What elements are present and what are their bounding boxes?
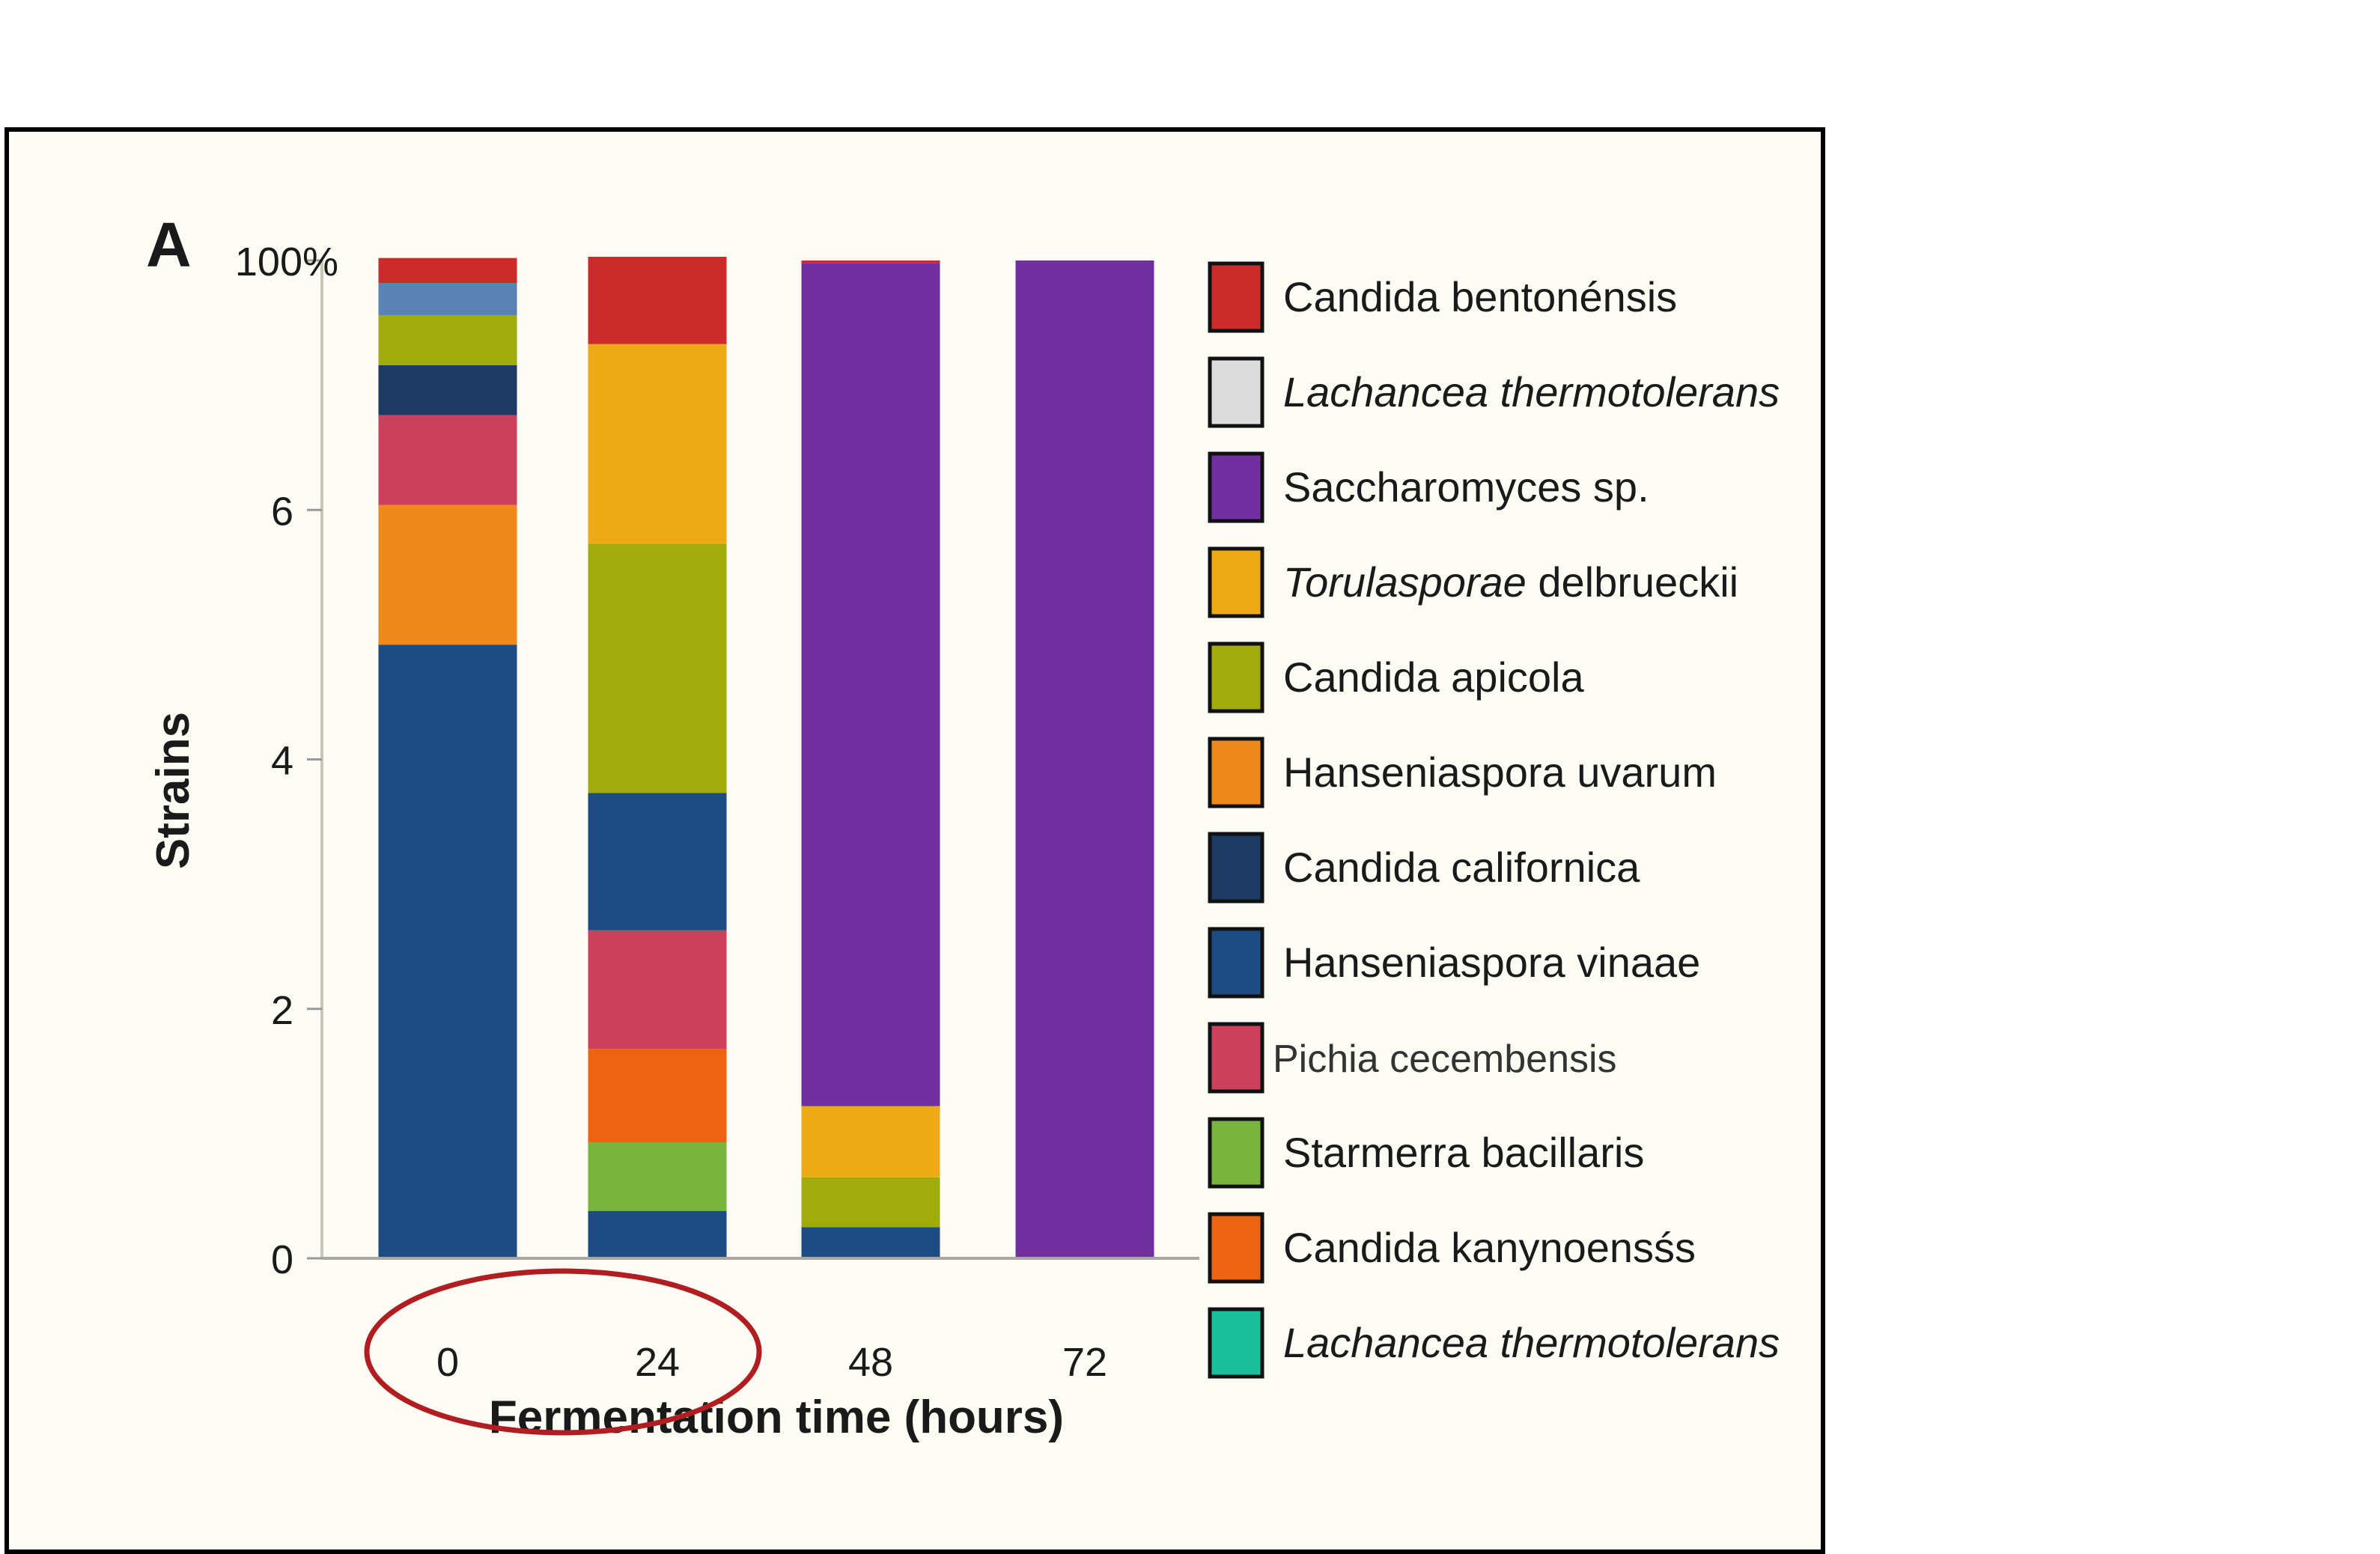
y-axis-title: Strains	[147, 712, 199, 869]
bars-group	[378, 257, 1154, 1258]
y-tick-label: 2	[271, 988, 293, 1033]
bar-segment-48-candida-apicola	[801, 1177, 940, 1228]
panel-label: A	[146, 210, 192, 280]
bar-segment-0-pichia-cecembensis	[378, 415, 517, 505]
bar-segment-0-candida-benton-nsis	[378, 258, 517, 283]
legend-swatch	[1208, 1307, 1264, 1379]
legend-label: Lachancea thermotolerans	[1283, 1319, 1780, 1366]
bar-segment-48-hanseniaspora-vinaae	[801, 1227, 940, 1258]
legend-label: Torulasporae delbrueckii	[1283, 558, 1738, 606]
bar-segment-0-hanseniaspora-vinaae-light-	[378, 282, 517, 316]
legend-label: Candida apicola	[1283, 653, 1584, 701]
legend: Candida bentonénsis Lachancea thermotoler…	[1208, 261, 1780, 1379]
bar-segment-24-candida-benton-nsis	[588, 257, 727, 344]
y-tick-label: 0	[271, 1237, 293, 1282]
bar-segment-24-torulasporae-delbrueckii	[588, 344, 727, 544]
legend-swatch	[1208, 261, 1264, 333]
legend-label: Hanseniaspora uvarum	[1283, 749, 1717, 796]
bar-segment-24-pichia-cecembensis	[588, 930, 727, 1049]
legend-swatch	[1208, 451, 1264, 523]
legend-swatch	[1208, 546, 1264, 618]
bar-segment-24-candida-kanynoens-s	[588, 1049, 727, 1143]
legend-label: Saccharomyces sp.	[1283, 463, 1649, 511]
legend-label: Hanseniaspora vinaae	[1283, 939, 1700, 986]
bar-segment-0-hanseniaspora-uvarum	[378, 505, 517, 645]
highlight-annotation	[364, 1268, 762, 1436]
figure-frame: A 0 24 48 72 0 2 4 6 100% Strains Fermentation …	[4, 127, 1825, 1554]
y-tick-label: 4	[271, 739, 293, 784]
highlight-ellipse	[364, 1268, 762, 1436]
bar-segment-24-hanseniaspora-vinaae	[588, 793, 727, 930]
legend-swatch	[1208, 832, 1264, 904]
legend-label: Lachancea thermotolerans	[1283, 368, 1780, 415]
legend-swatch	[1208, 1212, 1264, 1284]
bar-segment-48-saccharomyces-sp-	[801, 263, 940, 1106]
x-tick-label: 72	[1062, 1340, 1107, 1385]
legend-swatch	[1208, 1022, 1264, 1094]
x-axis-title: Fermentation time (hours)	[489, 1392, 1064, 1443]
bar-segment-0-hanseniaspora-vinaae	[378, 645, 517, 1258]
x-tick-label: 0	[436, 1340, 459, 1385]
x-tick-label: 48	[848, 1340, 893, 1385]
axes-group	[307, 259, 1199, 1260]
bar-segment-24-candida-apicola	[588, 543, 727, 793]
legend-label: Starmerra bacillaris	[1283, 1129, 1644, 1176]
legend-swatch	[1208, 737, 1264, 808]
legend-swatch	[1208, 642, 1264, 713]
legend-label: Pichia cecembensis	[1273, 1037, 1617, 1081]
bar-segment-72-saccharomyces-sp-	[1015, 260, 1154, 1258]
legend-swatch	[1208, 356, 1264, 428]
x-tick-labels: 0 24 48 72	[436, 1340, 1107, 1385]
legend-label: Candida californica	[1283, 844, 1640, 891]
x-tick-label: 24	[635, 1340, 680, 1385]
bar-segment-24-hanseniaspora-vinaae	[588, 1210, 727, 1258]
y-tick-label: 6	[271, 489, 293, 534]
legend-label: Candida kanynoensśs	[1283, 1224, 1696, 1271]
legend-label: Candida bentonénsis	[1283, 273, 1677, 320]
bar-segment-0-candida-californica	[378, 365, 517, 415]
y-tick-labels: 0 2 4 6 100%	[235, 240, 338, 1282]
legend-swatch	[1208, 927, 1264, 999]
legend-swatch	[1208, 1117, 1264, 1189]
y-tick-label: 100%	[235, 240, 338, 284]
bar-segment-48-torulasporae-delbrueckii	[801, 1106, 940, 1177]
bar-segment-24-starmerra-bacillaris	[588, 1142, 727, 1211]
bar-segment-0-candida-apicola	[378, 315, 517, 365]
bar-segment-48-candida-benton-nsis	[801, 260, 940, 263]
